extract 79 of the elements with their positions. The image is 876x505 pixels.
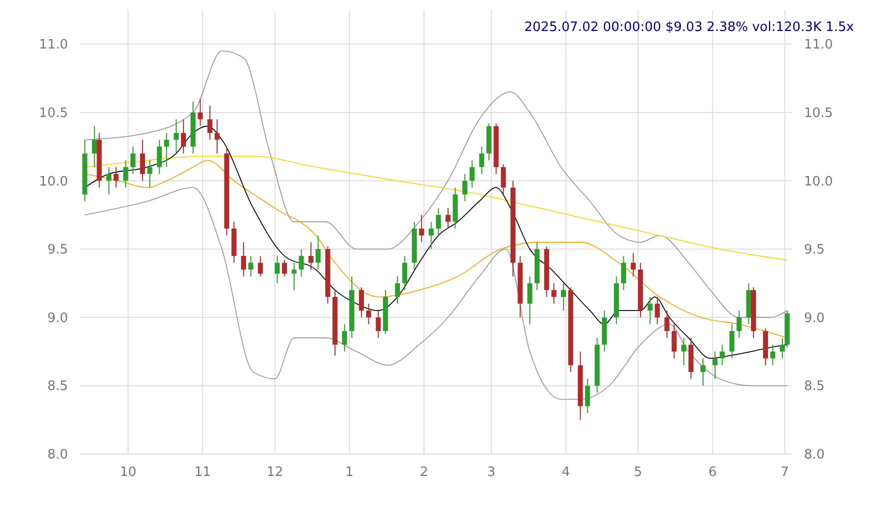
y2-tick-label: 10.0 [804, 174, 833, 190]
candlestick [292, 262, 297, 291]
candlestick [342, 324, 348, 352]
candlestick [736, 310, 742, 338]
candlestick [446, 208, 451, 230]
candlestick [207, 105, 212, 140]
candlestick [500, 164, 506, 195]
candlestick [174, 118, 179, 154]
y-tick-label: 9.0 [47, 310, 68, 326]
candlestick [358, 286, 364, 318]
candlestick [654, 296, 660, 325]
y2-tick-label: 8.5 [804, 379, 825, 394]
candlestick [729, 324, 734, 359]
candlestick [376, 310, 381, 338]
x-tick-label: 3 [487, 465, 496, 480]
x-tick-label: 2 [420, 465, 428, 480]
x-tick-label: 7 [780, 465, 789, 480]
line-series [84, 187, 788, 400]
candlestick [308, 242, 314, 270]
x-tick-label: 12 [266, 465, 284, 480]
candlestick [274, 255, 280, 284]
candlestick [241, 242, 246, 277]
candlestick [551, 282, 556, 304]
candlestick [560, 282, 566, 312]
candlestick [298, 248, 304, 277]
candlestick [630, 252, 636, 277]
candlestick [147, 160, 152, 188]
candlestick [648, 296, 653, 325]
candlestick [106, 166, 112, 195]
y2-tick-label: 10.5 [804, 106, 833, 122]
candlestick [123, 160, 128, 188]
y2-tick-label: 8.0 [804, 448, 825, 463]
candlestick [395, 276, 400, 304]
y-tick-label: 10.5 [39, 106, 68, 122]
candlestick [316, 234, 321, 270]
y-tick-label: 11.0 [39, 38, 68, 53]
candlestick [214, 118, 220, 154]
candlestick [366, 303, 372, 325]
y-tick-label: 8.5 [47, 379, 68, 394]
x-tick-label: 11 [194, 465, 211, 480]
candlestick [156, 139, 162, 174]
candlestick [621, 255, 626, 291]
text: 2025.07.02 00:00:00 $9.03 2.38% vol:120.3K 1.5x [524, 20, 854, 35]
candlestick [114, 166, 119, 188]
candlestick [248, 255, 254, 277]
y2-tick-label: 11.0 [804, 38, 833, 53]
candlestick [180, 118, 186, 154]
candlestick [712, 351, 718, 380]
y-tick-label: 10.0 [39, 174, 68, 190]
candlestick [419, 214, 424, 243]
x-tick-label: 5 [634, 465, 642, 480]
candlestick [130, 146, 136, 174]
y-tick-label: 9.5 [47, 242, 68, 258]
candlestick [664, 310, 670, 338]
y2-tick-label: 9.0 [804, 310, 825, 326]
x-tick-label: 4 [562, 465, 570, 480]
candlestick [585, 378, 590, 414]
candlestick [198, 98, 203, 127]
candlestick [164, 132, 170, 168]
candlestick [428, 221, 434, 250]
candlestick [527, 276, 532, 325]
candlestick [436, 208, 441, 236]
candlestick [681, 337, 686, 366]
x-tick-label: 6 [708, 465, 717, 480]
candlestick [282, 260, 287, 277]
candlestick [140, 139, 146, 182]
y-tick-label: 8.0 [47, 448, 68, 463]
candlestick [770, 344, 776, 366]
candlestick [479, 146, 484, 174]
y2-tick-label: 9.5 [804, 242, 825, 258]
candlestick [720, 344, 725, 366]
candlestick [462, 173, 468, 202]
candlestick [672, 324, 677, 359]
x-tick-label: 10 [120, 465, 136, 480]
x-tick-label: 1 [345, 465, 354, 480]
candlestick [470, 160, 475, 188]
candlestick [700, 358, 706, 386]
candlestick [258, 255, 263, 277]
candlestick [402, 255, 408, 291]
